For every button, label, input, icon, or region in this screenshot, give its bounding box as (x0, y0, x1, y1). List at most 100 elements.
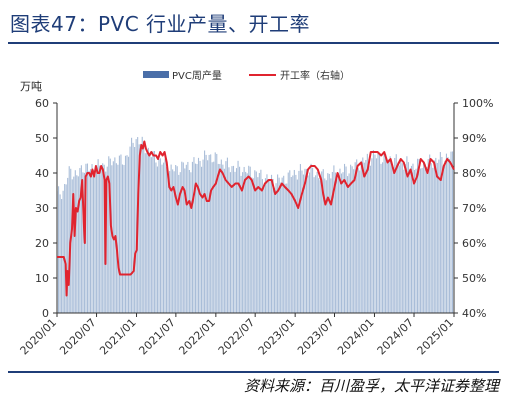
bar (184, 168, 186, 313)
bar (356, 159, 358, 313)
bar (448, 158, 451, 313)
figure-title: 图表47：PVC 行业产量、开工率 (10, 12, 311, 36)
bar (423, 161, 425, 313)
x-tick-label: 2024/01 (335, 316, 377, 358)
bar (150, 157, 152, 313)
x-tick-label: 2020/07 (57, 316, 99, 358)
bar (416, 158, 419, 313)
bar (436, 162, 438, 313)
bar (275, 183, 277, 313)
bar (378, 154, 381, 313)
bar (258, 172, 260, 313)
bar (167, 176, 169, 313)
bar (153, 151, 155, 313)
bar (299, 164, 301, 313)
bar (348, 173, 350, 313)
bar (94, 174, 96, 313)
bar (278, 177, 280, 313)
bar (374, 154, 376, 313)
bar (415, 168, 417, 313)
bar (127, 156, 130, 313)
x-tick-label: 2022/01 (176, 316, 218, 358)
bar (254, 170, 256, 313)
bar (383, 152, 385, 313)
bar (214, 152, 216, 313)
bar (313, 177, 315, 313)
bar (301, 170, 303, 313)
bar (435, 157, 437, 313)
bar (377, 153, 379, 313)
bar (67, 177, 69, 313)
bar (185, 164, 187, 313)
bar (68, 166, 70, 313)
bar (281, 177, 283, 313)
bar (161, 164, 163, 313)
bar (199, 160, 201, 313)
bar (343, 163, 346, 313)
x-tick-label: 2020/01 (18, 316, 60, 358)
bar (147, 147, 149, 313)
bar (359, 170, 361, 313)
left-tick-label: 20 (35, 237, 49, 250)
bar (176, 166, 178, 313)
bar (261, 179, 263, 313)
bar (120, 154, 122, 313)
bar (191, 161, 193, 313)
bar (121, 164, 124, 313)
bar (363, 162, 365, 313)
bar (267, 180, 270, 313)
bar (421, 168, 423, 313)
bar (59, 194, 61, 313)
right-tick-label: 100% (462, 97, 493, 110)
bar (369, 165, 371, 313)
bar (248, 165, 250, 313)
bar (290, 177, 292, 313)
bar (211, 162, 213, 313)
bar (164, 158, 166, 313)
bar (134, 147, 136, 313)
bar (447, 157, 449, 313)
bar (85, 163, 87, 313)
bar (318, 178, 320, 313)
bar (111, 165, 113, 313)
bar (432, 167, 434, 313)
bar (401, 163, 403, 313)
bar (413, 169, 416, 313)
bar (388, 159, 390, 313)
bar (319, 180, 321, 313)
bar (220, 159, 222, 313)
bar (433, 160, 435, 313)
bar (410, 165, 413, 313)
bar (152, 151, 154, 313)
bar (143, 141, 145, 313)
right-tick-label: 60% (462, 237, 486, 250)
bar (196, 164, 198, 313)
bar (372, 150, 374, 313)
bar (64, 184, 66, 313)
left-tick-label: 0 (42, 307, 49, 320)
bar (255, 171, 257, 313)
legend: PVC周产量 开工率（右轴） (143, 69, 350, 82)
bar (205, 154, 207, 313)
right-tick-label: 40% (462, 307, 486, 320)
bar (395, 154, 397, 313)
bar (451, 151, 454, 313)
bar (354, 162, 356, 313)
bar (182, 162, 184, 313)
bar (371, 158, 373, 313)
bar (80, 165, 82, 313)
bar (353, 169, 355, 313)
bar (158, 159, 160, 313)
bar (146, 152, 148, 313)
bar (345, 166, 347, 313)
bar (82, 172, 84, 313)
bar (225, 161, 227, 313)
bar (223, 168, 225, 313)
bar (264, 178, 266, 313)
bar (418, 159, 420, 313)
bar (404, 164, 406, 313)
bar (385, 153, 387, 313)
bar (257, 177, 259, 313)
bar (89, 169, 92, 313)
source-rule (8, 371, 499, 373)
